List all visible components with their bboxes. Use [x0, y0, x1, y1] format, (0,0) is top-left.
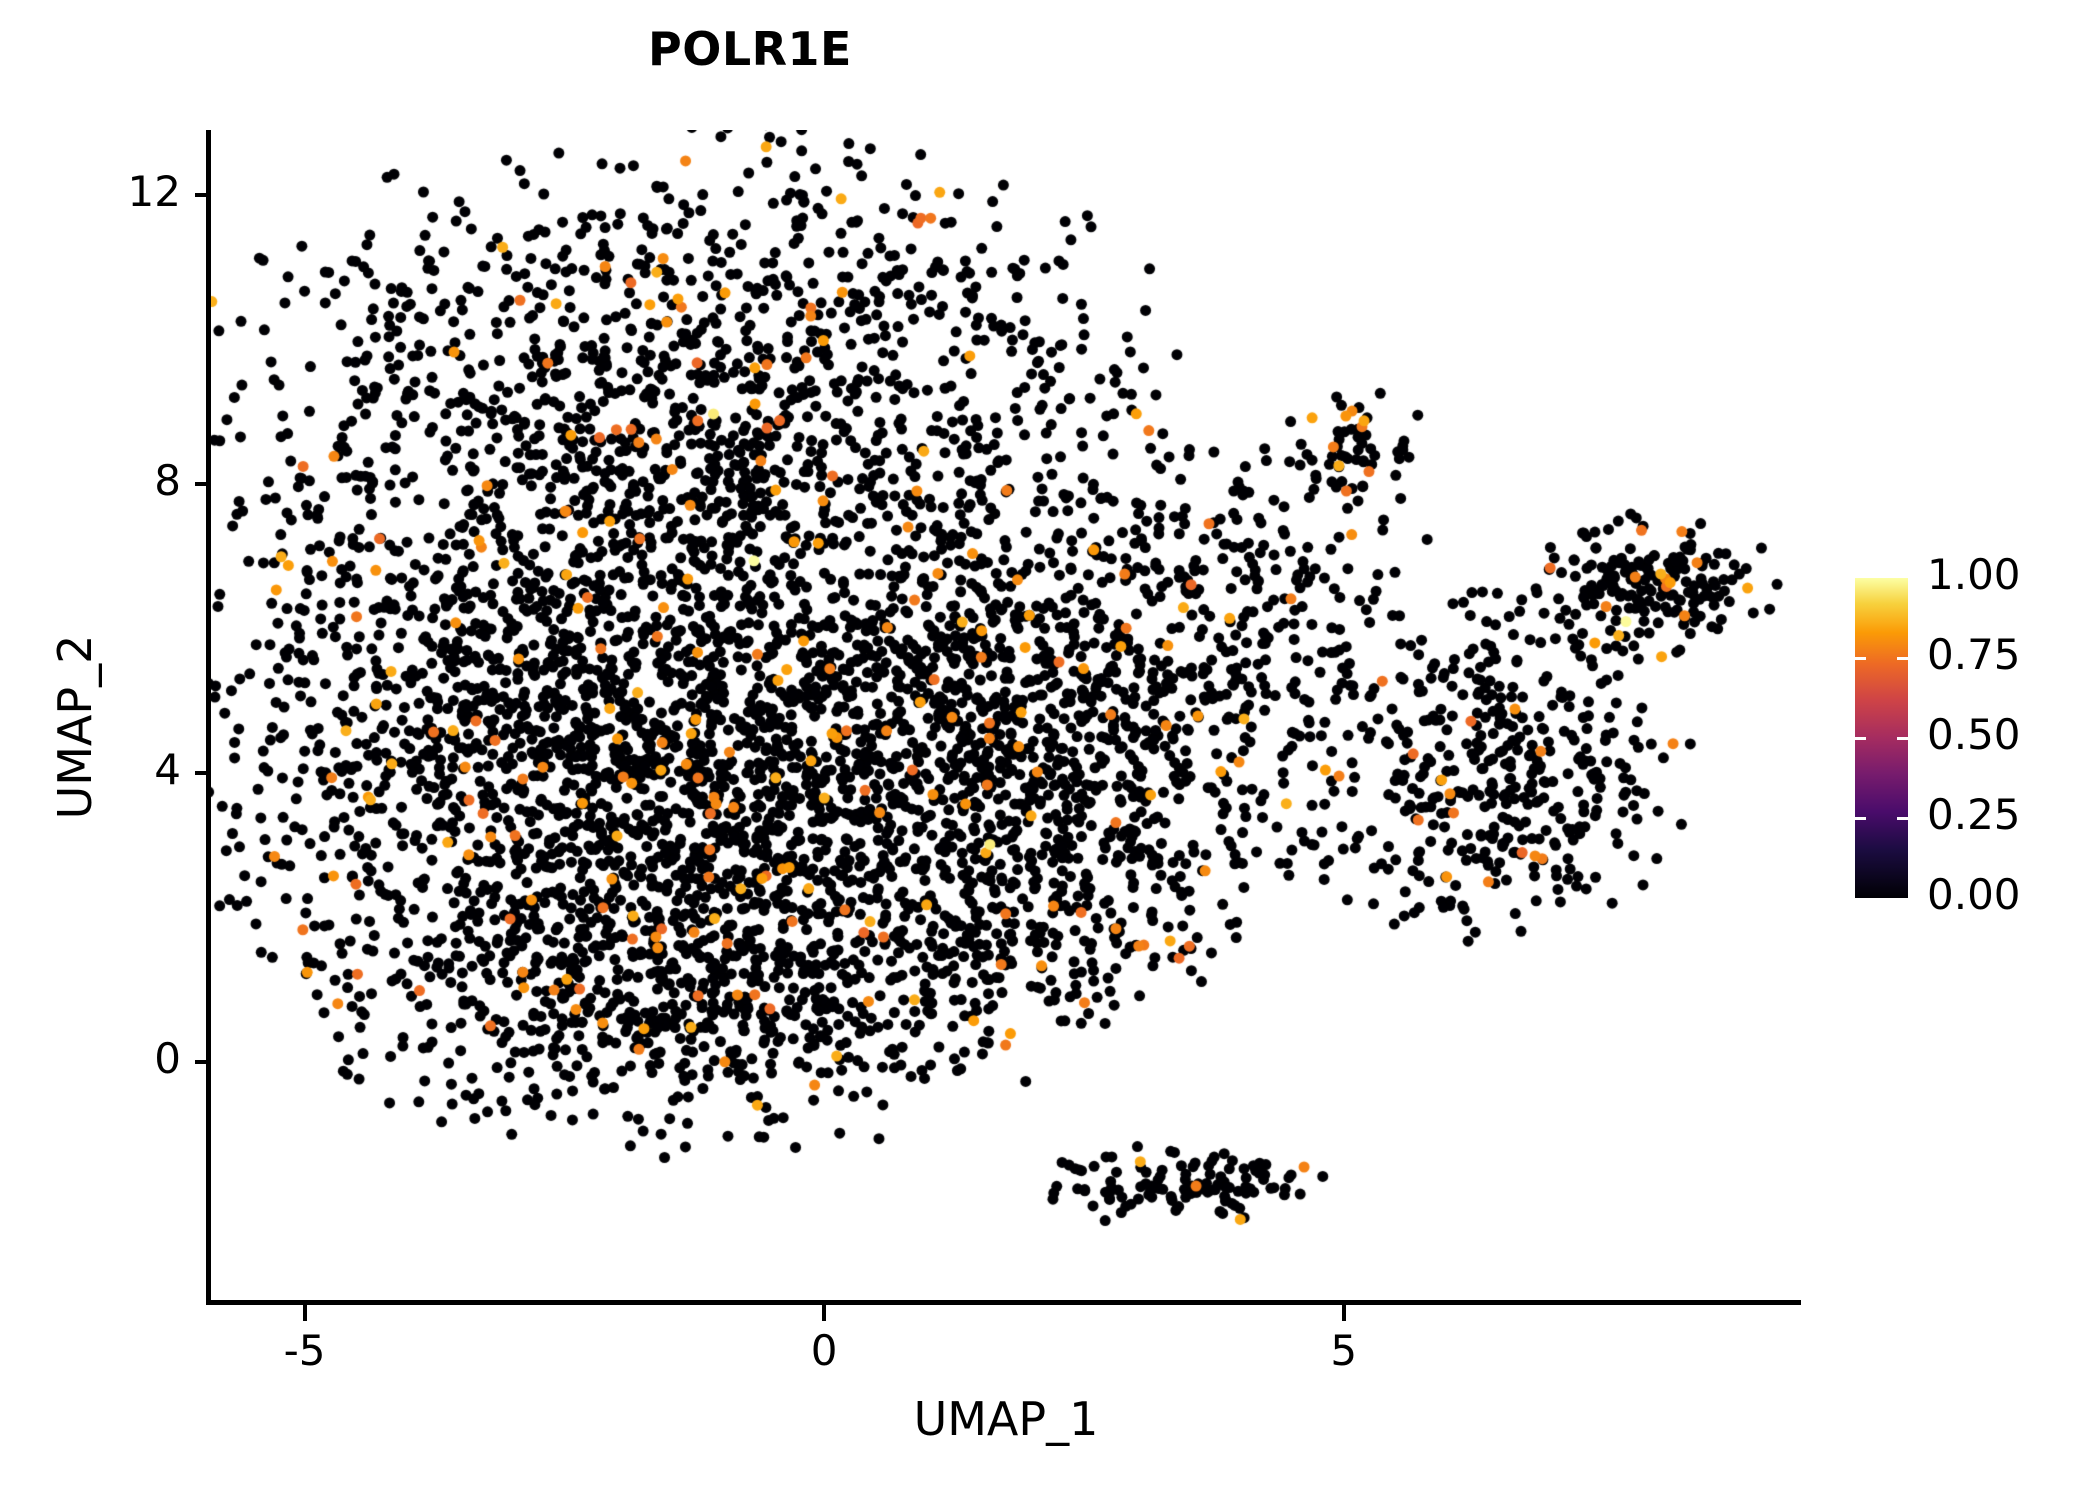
- y-axis-spine: [206, 130, 211, 1305]
- colorbar-tick-label: 0.00: [1927, 870, 2021, 919]
- x-tick-mark: [302, 1305, 307, 1321]
- x-tick-label: 0: [810, 1326, 838, 1375]
- plot-area: [211, 130, 1801, 1300]
- x-tick-label: 5: [1330, 1326, 1358, 1375]
- x-axis-label: UMAP_1: [913, 1392, 1099, 1446]
- x-tick-mark: [1341, 1305, 1346, 1321]
- colorbar-tick-mark: [1855, 657, 1866, 660]
- x-tick-mark: [822, 1305, 827, 1321]
- scatter-points-canvas: [211, 130, 1801, 1300]
- x-tick-label: -5: [283, 1326, 326, 1375]
- y-axis-label: UMAP_2: [48, 634, 102, 820]
- y-tick-label: 4: [154, 744, 181, 794]
- colorbar-tick-label: 0.50: [1927, 710, 2021, 759]
- colorbar-tick-mark: [1855, 737, 1866, 740]
- y-tick-label: 0: [154, 1033, 181, 1083]
- colorbar-tick-label: 0.25: [1927, 790, 2021, 839]
- colorbar-tick-label: 1.00: [1927, 550, 2021, 599]
- colorbar-tick-mark: [1855, 817, 1866, 820]
- x-axis-spine: [206, 1300, 1801, 1305]
- y-tick-mark: [195, 1059, 211, 1064]
- y-tick-mark: [195, 481, 211, 486]
- y-tick-label: 12: [127, 167, 181, 216]
- colorbar-tick-mark: [1897, 817, 1908, 820]
- page-title: POLR1E: [648, 22, 852, 76]
- y-tick-mark: [195, 770, 211, 775]
- y-tick-mark: [195, 193, 211, 197]
- colorbar-tick-mark: [1897, 737, 1908, 740]
- colorbar-tick-mark: [1897, 657, 1908, 660]
- y-tick-label: 8: [154, 455, 181, 505]
- colorbar-legend: 0.00 0.25 0.50 0.75 1.00: [1855, 550, 2095, 919]
- colorbar-tick-label: 0.75: [1927, 630, 2021, 679]
